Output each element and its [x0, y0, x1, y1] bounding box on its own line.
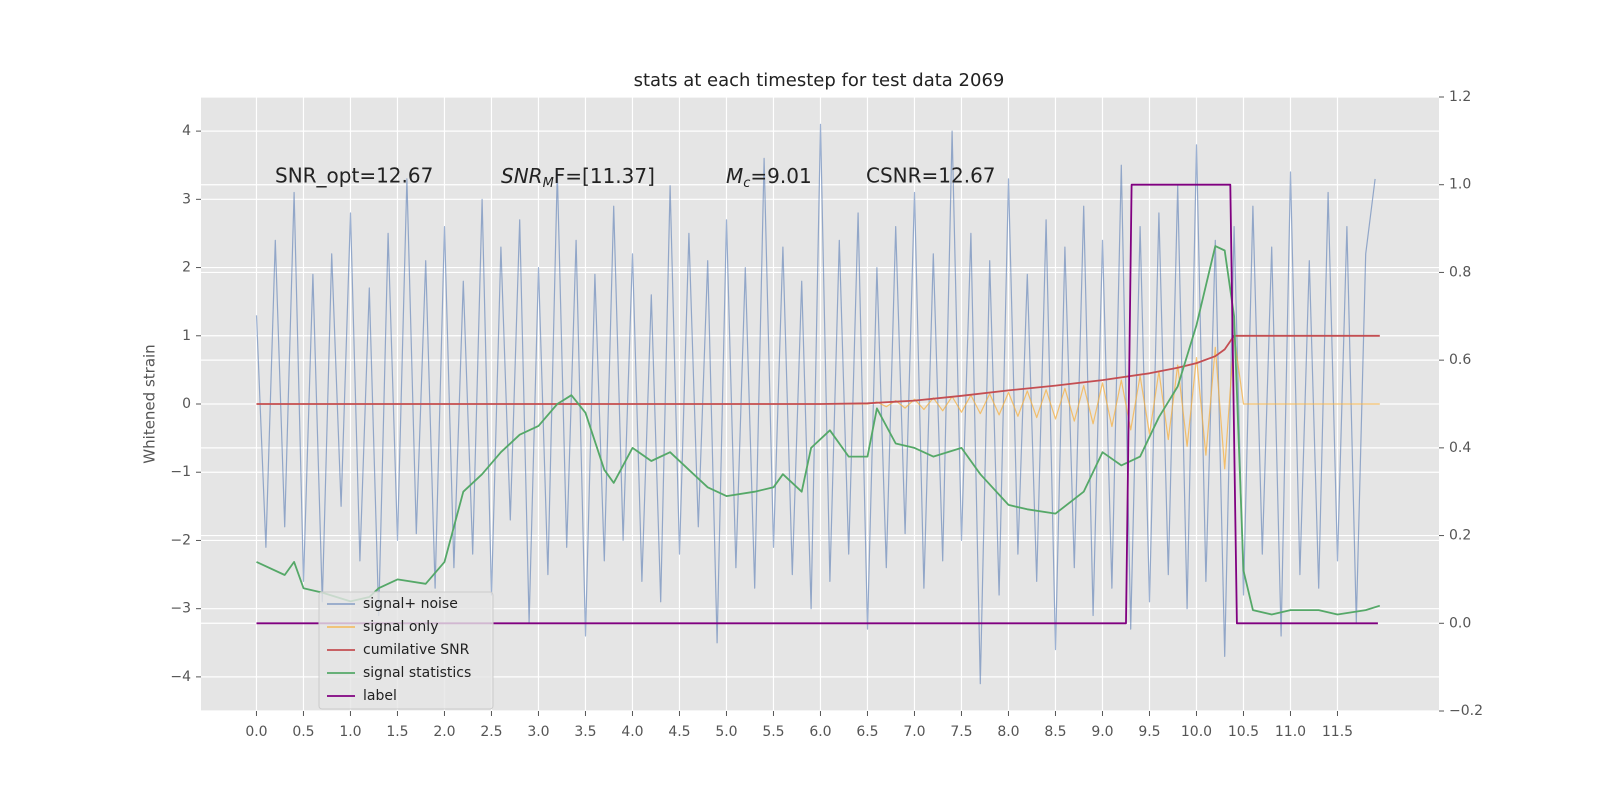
- y2-tick-label: 0.4: [1449, 440, 1471, 456]
- annotation-part: =9.01: [750, 164, 811, 188]
- x-tick-label: 7.0: [903, 724, 925, 740]
- y-tick-label: 4: [182, 123, 191, 139]
- legend-box: [318, 591, 494, 710]
- x-tick-label: 3.0: [527, 724, 549, 740]
- x-tick-label: 11.0: [1275, 724, 1306, 740]
- y-axis-label: Whitened strain: [141, 344, 159, 463]
- y-tick-label: 3: [182, 191, 191, 207]
- annotation: SNR_opt=12.67: [275, 164, 433, 188]
- series-line: [256, 335, 1380, 470]
- y-tick-label: −2: [170, 532, 191, 548]
- legend-label: label: [363, 688, 397, 704]
- annotation-part: M: [726, 164, 743, 188]
- x-tick-label: 3.5: [574, 724, 596, 740]
- y-tick-label: 2: [182, 260, 191, 276]
- annotation: CSNR=12.67: [866, 164, 996, 188]
- y2-tick-label: 0.6: [1449, 352, 1471, 368]
- x-tick-label: 4.5: [668, 724, 690, 740]
- x-tick-label: 6.5: [856, 724, 878, 740]
- y2-tick-label: −0.2: [1449, 703, 1483, 719]
- axes: 0.0 0.5 1.0 1.5 2.0 2.5 3.0 3.5 4.0 4.5 5.0 5.5 6.0 6…: [170, 89, 1483, 740]
- legend-label: cumilative SNR: [363, 642, 470, 658]
- x-tick-label: 4.0: [621, 724, 643, 740]
- x-tick-label: 2.5: [480, 724, 502, 740]
- x-tick-label: 11.5: [1322, 724, 1353, 740]
- chart-title: stats at each timestep for test data 206…: [634, 70, 1005, 91]
- legend-label: signal+ noise: [363, 596, 458, 612]
- lines: [255, 123, 1381, 685]
- annotation: SNRMF=[11.37]: [501, 164, 655, 191]
- x-tick-label: 1.5: [386, 724, 408, 740]
- x-tick-label: 1.0: [339, 724, 361, 740]
- legend-label: signal statistics: [363, 665, 471, 681]
- x-tick-label: 9.5: [1138, 724, 1160, 740]
- annotation-part: c: [743, 176, 750, 191]
- annotation-part: SNR: [501, 164, 543, 188]
- x-tick-label: 5.0: [715, 724, 737, 740]
- series-line: [256, 183, 1378, 625]
- y2-tick-label: 0.2: [1449, 528, 1471, 544]
- y-tick-label: −4: [170, 669, 191, 685]
- x-tick-label: 5.5: [762, 724, 784, 740]
- x-tick-label: 8.0: [997, 724, 1019, 740]
- legend-label: signal only: [363, 619, 438, 635]
- annotation-part: F=[11.37]: [554, 164, 655, 188]
- x-tick-label: 10.0: [1181, 724, 1212, 740]
- legend: signal+ noise signal only cumilative SNR si…: [318, 591, 494, 710]
- x-tick-label: 2.0: [433, 724, 455, 740]
- x-tick-label: 0.0: [245, 724, 267, 740]
- x-tick-label: 0.5: [292, 724, 314, 740]
- annotation: Mc=9.01: [726, 164, 812, 191]
- series-line: [256, 245, 1381, 616]
- y2-tick-label: 1.2: [1449, 89, 1471, 105]
- y2-tick-label: 1.0: [1449, 177, 1471, 193]
- x-tick-label: 7.5: [950, 724, 972, 740]
- y2-tick-label: 0.0: [1449, 615, 1471, 631]
- series-line: [255, 123, 1376, 685]
- x-tick-label: 6.0: [809, 724, 831, 740]
- series-line: [256, 334, 1380, 405]
- y-tick-label: −3: [170, 601, 191, 617]
- y-tick-label: −1: [170, 464, 191, 480]
- x-tick-label: 10.5: [1228, 724, 1259, 740]
- y-tick-label: 1: [182, 328, 191, 344]
- x-tick-label: 9.0: [1091, 724, 1113, 740]
- annotation-part: M: [543, 176, 554, 191]
- y-tick-label: 0: [182, 396, 191, 412]
- y2-tick-label: 0.8: [1449, 264, 1471, 280]
- x-tick-label: 8.5: [1044, 724, 1066, 740]
